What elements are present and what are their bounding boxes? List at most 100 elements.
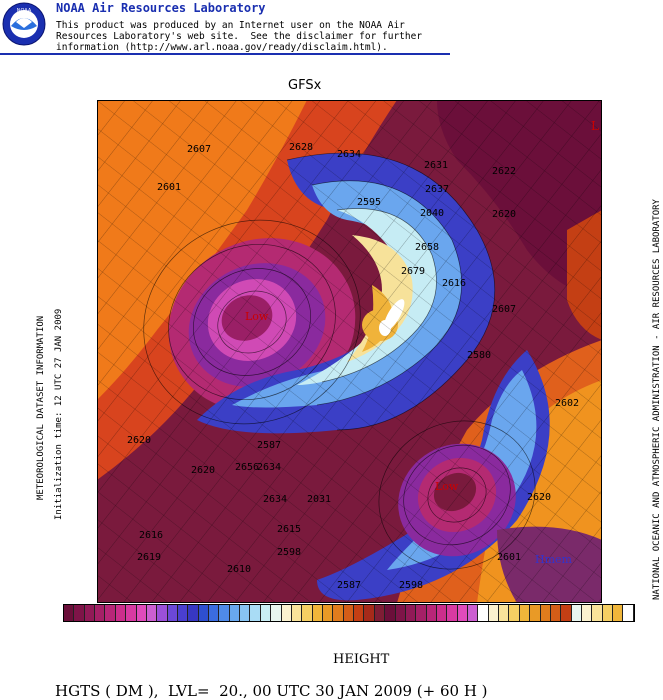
colorbar-swatch — [343, 605, 355, 621]
contour-label: 2634 — [257, 462, 281, 473]
contour-label: 2615 — [277, 524, 301, 535]
colorbar-swatch — [322, 605, 334, 621]
colorbar-swatch — [146, 605, 158, 621]
colorbar-swatch — [354, 605, 365, 621]
colorbar-swatch — [188, 605, 199, 621]
contour-label: 2595 — [357, 197, 381, 208]
contour-label: 2619 — [137, 552, 161, 563]
field-name: HEIGHT — [333, 652, 390, 667]
colorbar-swatch — [157, 605, 168, 621]
colorbar-swatch — [613, 605, 624, 621]
disclaimer-line: information (http://www.arl.noaa.gov/rea… — [56, 42, 388, 53]
dataset-info-line1: METEOROLOGICAL DATASET INFORMATION — [36, 315, 46, 500]
noaa-logo-icon: NOAA — [2, 2, 46, 46]
colorbar-swatch — [177, 605, 189, 621]
contour-label: 2587 — [257, 440, 281, 451]
org-name: NOAA Air Resources Laboratory — [56, 1, 266, 15]
colorbar-swatch — [623, 605, 634, 621]
low-marker: Low — [435, 480, 459, 493]
contour-label: 2631 — [424, 160, 448, 171]
contour-label: 2598 — [399, 580, 423, 591]
contour-label: 2628 — [289, 142, 313, 153]
contour-label: 2637 — [425, 184, 449, 195]
contour-label: 2587 — [337, 580, 361, 591]
contour-label: 2616 — [442, 278, 466, 289]
colorbar-swatch — [395, 605, 406, 621]
dataset-info-line2: Initialization time: 12 UTC 27 JAN 2009 — [54, 308, 64, 520]
contour-label: 2598 — [277, 547, 301, 558]
colorbar-swatch — [136, 605, 147, 621]
header-rule — [0, 53, 450, 55]
field-info-line: HGTS ( DM ), LVL= 20., 00 UTC 30 JAN 200… — [55, 682, 488, 700]
colorbar-swatch — [561, 605, 572, 621]
contour-label: 2607 — [492, 304, 516, 315]
contour-label: 2616 — [139, 530, 163, 541]
colorbar-swatch — [550, 605, 562, 621]
colorbar-swatch — [74, 605, 85, 621]
contour-label: 2634 — [337, 149, 361, 160]
colorbar-swatch — [385, 605, 396, 621]
contour-label: 2601 — [497, 552, 521, 563]
colorbar-swatch — [426, 605, 437, 621]
colorbar-swatch — [478, 605, 489, 621]
map-fill — [97, 100, 602, 603]
colorbar-swatch — [105, 605, 116, 621]
contour-label: 2634 — [263, 494, 287, 505]
header: NOAA NOAA Air Resources Laboratory This … — [0, 0, 450, 56]
agency-label-container: NATIONAL OCEANIC AND ATMOSPHERIC ADMINIS… — [650, 72, 663, 632]
colorbar-swatch — [271, 605, 282, 621]
colorbar-swatch — [509, 605, 520, 621]
contour-label: 2601 — [157, 182, 181, 193]
colorbar-swatch — [405, 605, 417, 621]
colorbar-swatch — [95, 605, 106, 621]
colorbar-swatch — [167, 605, 178, 621]
colorbar-swatch — [302, 605, 313, 621]
high-marker: Hmem — [535, 553, 573, 566]
contour-label: 2607 — [187, 144, 211, 155]
colorbar-swatch — [240, 605, 251, 621]
colorbar-swatch — [416, 605, 427, 621]
dataset-info: METEOROLOGICAL DATASET INFORMATION Initi… — [30, 230, 70, 530]
colorbar-swatch — [84, 605, 96, 621]
contour-labels: 2607 2628 2634 2631 2622 2601 2595 2637 … — [127, 142, 579, 591]
colorbar-swatch — [602, 605, 614, 621]
disclaimer-line: Resources Laboratory's web site. See the… — [56, 31, 423, 42]
colorbar-swatch — [219, 605, 230, 621]
chart-title: GFSx — [288, 78, 322, 93]
contour-label: 2610 — [227, 564, 251, 575]
contour-label: 2040 — [420, 208, 444, 219]
colorbar-swatch — [281, 605, 292, 621]
colorbar-swatch — [374, 605, 386, 621]
colorbar-swatch — [436, 605, 448, 621]
colorbar-swatch — [581, 605, 593, 621]
colorbar-swatch — [260, 605, 272, 621]
colorbar-swatch — [499, 605, 510, 621]
colorbar-swatch — [364, 605, 375, 621]
colorbar-swatch — [530, 605, 541, 621]
colorbar-swatch — [468, 605, 479, 621]
colorbar-swatch — [126, 605, 137, 621]
low-marker: Low — [245, 310, 269, 323]
contour-label: 2679 — [401, 266, 425, 277]
colorbar-swatch — [571, 605, 582, 621]
contour-label: 2620 — [492, 209, 516, 220]
colorbar-swatch — [519, 605, 531, 621]
contour-label: 2658 — [415, 242, 439, 253]
contour-label: 2031 — [307, 494, 331, 505]
disclaimer-line: This product was produced by an Internet… — [56, 20, 405, 31]
colorbar-swatch — [447, 605, 458, 621]
contour-label: 2656 — [235, 462, 259, 473]
colorbar-swatch — [64, 605, 75, 621]
disclaimer: This product was produced by an Internet… — [56, 20, 422, 53]
colorbar-swatch — [291, 605, 303, 621]
colorbar-swatch — [209, 605, 220, 621]
colorbar-swatch — [333, 605, 344, 621]
agency-label: NATIONAL OCEANIC AND ATMOSPHERIC ADMINIS… — [652, 199, 662, 600]
contour-label: 2622 — [492, 166, 516, 177]
height-map: 2607 2628 2634 2631 2622 2601 2595 2637 … — [97, 100, 602, 603]
colorbar-swatch — [198, 605, 210, 621]
colorbar — [63, 604, 635, 622]
colorbar-swatch — [540, 605, 551, 621]
contour-label: 2620 — [191, 465, 215, 476]
colorbar-swatch — [312, 605, 323, 621]
